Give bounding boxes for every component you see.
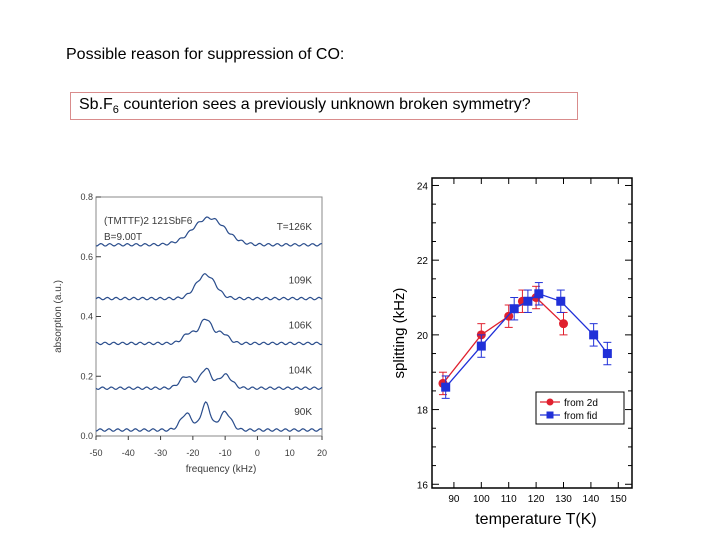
splitting-x-tick-label: 110 [501, 494, 517, 505]
hypothesis-box: Sb.F6 counterion sees a previously unkno… [70, 92, 578, 120]
legend-box [535, 391, 625, 425]
data-point-square [509, 304, 519, 314]
spectra-x-tick-label: -40 [122, 448, 135, 458]
box-prefix: Sb.F [79, 96, 113, 113]
legend-label: from fid [564, 411, 597, 422]
data-point-square [534, 289, 544, 299]
splitting-x-tick-label: 140 [583, 494, 600, 505]
spectra-x-tick-label: 20 [317, 448, 327, 458]
splitting-x-tick-label: 150 [610, 494, 627, 505]
data-point-circle [559, 319, 569, 329]
slide-heading: Possible reason for suppression of CO: [66, 46, 345, 63]
data-point-square [589, 330, 599, 340]
legend-label: from 2d [564, 398, 598, 409]
spectrum-trace [95, 367, 323, 391]
splitting-x-tick-label: 120 [528, 494, 545, 505]
spectrum-temperature-label: 90K [294, 407, 312, 418]
spectra-x-axis-label: frequency (kHz) [186, 464, 257, 475]
box-text: counterion sees a previously unknown bro… [118, 96, 531, 113]
spectra-y-tick-label: 0.4 [80, 312, 93, 322]
splitting-y-tick-label: 16 [417, 480, 429, 491]
data-point-square [476, 341, 486, 351]
spectra-x-tick-label: 0 [255, 448, 260, 458]
data-point-square [556, 296, 566, 306]
legend-marker-circle [546, 398, 554, 406]
spectrum-trace [95, 318, 323, 346]
splitting-x-axis-label: temperature T(K) [475, 511, 597, 528]
spectra-y-tick-label: 0.0 [80, 431, 93, 441]
data-point-square [441, 382, 451, 392]
data-point-square [602, 349, 612, 359]
spectrum-temperature-label: T=126K [277, 222, 313, 233]
spectrum-temperature-label: 106K [289, 320, 313, 331]
spectrum-trace [95, 273, 323, 301]
splitting-y-tick-label: 18 [417, 406, 429, 417]
data-point-square [523, 296, 533, 306]
spectrum-trace [95, 401, 323, 432]
spectra-y-tick-label: 0.6 [80, 252, 93, 262]
spectra-x-tick-label: -50 [89, 448, 102, 458]
spectra-y-tick-label: 0.8 [80, 192, 93, 202]
spectra-x-tick-label: -30 [154, 448, 167, 458]
splitting-y-tick-label: 20 [417, 331, 429, 342]
box-subscript: 6 [112, 104, 119, 117]
spectra-annotation-field: B=9.00T [104, 232, 142, 243]
spectra-y-tick-label: 0.2 [80, 371, 93, 381]
spectrum-trace [96, 216, 322, 247]
splitting-y-axis-label: splitting (kHz) [391, 288, 408, 379]
spectra-x-tick-label: -10 [219, 448, 232, 458]
spectra-x-tick-label: 10 [285, 448, 295, 458]
legend-marker-square [546, 411, 554, 419]
spectra-annotation-sample: (TMTTF)2 121SbF6 [104, 216, 193, 227]
splitting-x-tick-label: 100 [473, 494, 490, 505]
splitting-y-tick-label: 22 [417, 256, 429, 267]
spectrum-temperature-label: 104K [289, 365, 313, 376]
splitting-plot-frame [431, 177, 633, 489]
spectra-x-tick-label: -20 [186, 448, 199, 458]
spectrum-temperature-label: 109K [289, 276, 313, 287]
spectra-y-axis-label: absorption (a.u.) [53, 280, 64, 353]
splitting-x-tick-label: 130 [555, 494, 572, 505]
splitting-x-tick-label: 90 [448, 494, 460, 505]
series-line [445, 293, 608, 388]
splitting-y-tick-label: 24 [417, 181, 429, 192]
series-line [442, 296, 564, 384]
